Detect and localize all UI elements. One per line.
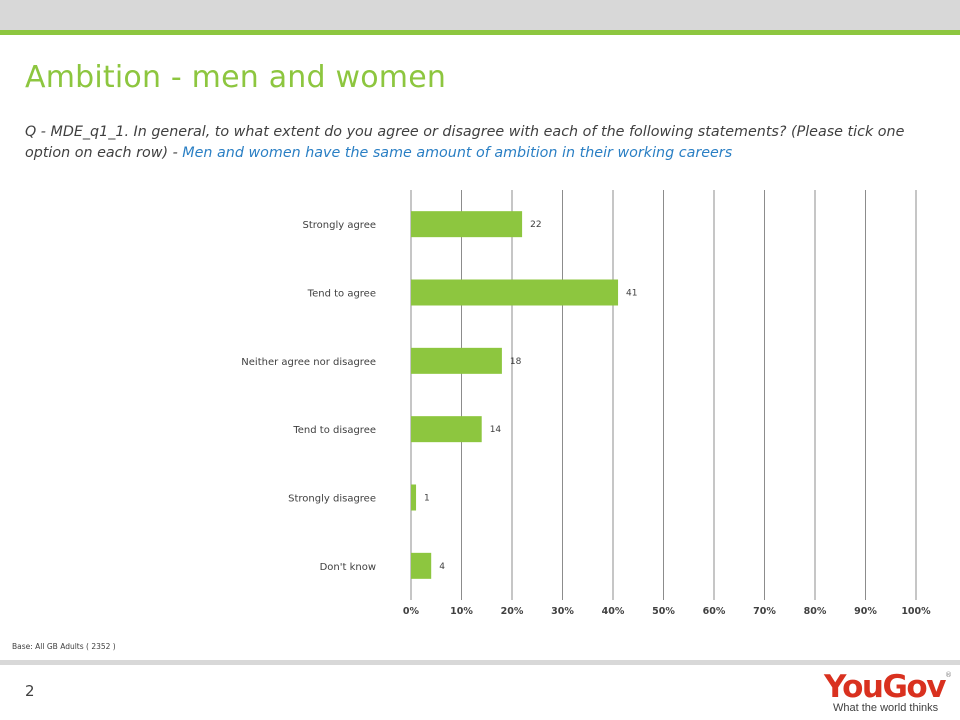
category-label: Tend to disagree	[292, 425, 376, 436]
x-tick-label: 50%	[652, 606, 675, 617]
data-label: 4	[439, 562, 445, 572]
top-header-bar	[0, 0, 960, 30]
bar-chart: 0% 10% 20% 30% 40% 50% 60% 70% 80% 90% 100% Strongl…	[241, 190, 931, 617]
logo-registered-mark: ®	[945, 671, 952, 679]
data-label: 1	[424, 494, 430, 504]
x-tick-label: 60%	[703, 606, 726, 617]
bar	[411, 552, 432, 579]
x-tick-label: 70%	[753, 606, 776, 617]
x-tick-label: 0%	[403, 606, 420, 617]
accent-stripe	[0, 30, 960, 35]
x-tick-label: 100%	[901, 606, 931, 617]
logo-wordmark: YouGov	[824, 669, 946, 705]
data-label: 14	[490, 425, 502, 435]
base-note: Base: All GB Adults ( 2352 )	[12, 642, 116, 651]
category-label: Don't know	[320, 562, 376, 573]
data-label: 22	[530, 220, 541, 230]
x-tick-label: 90%	[854, 606, 877, 617]
bar	[411, 484, 417, 511]
yougov-logo: YouGov ® What the world thinks	[822, 668, 952, 716]
category-label: Tend to agree	[307, 289, 376, 300]
bar	[411, 347, 502, 374]
data-label: 41	[626, 289, 637, 299]
bar	[411, 279, 619, 306]
bar	[411, 416, 482, 443]
x-tick-label: 20%	[501, 606, 524, 617]
question-statement: Men and women have the same amount of am…	[182, 145, 733, 161]
category-label: Neither agree nor disagree	[241, 357, 376, 368]
category-label: Strongly disagree	[288, 494, 376, 505]
x-tick-label: 30%	[551, 606, 574, 617]
footer-bar	[0, 660, 960, 665]
logo-tagline: What the world thinks	[833, 702, 939, 714]
question-text: Q - MDE_q1_1. In general, to what extent…	[25, 122, 935, 164]
slide-title: Ambition - men and women	[25, 60, 447, 95]
x-tick-label: 40%	[602, 606, 625, 617]
x-tick-label: 10%	[450, 606, 473, 617]
bar	[411, 211, 523, 238]
question-prefix: Q - MDE_q1_1. In general, to what extent…	[25, 124, 905, 161]
x-tick-label: 80%	[804, 606, 827, 617]
category-label: Strongly agree	[302, 220, 376, 231]
page-number: 2	[25, 682, 35, 700]
data-label: 18	[510, 357, 522, 367]
